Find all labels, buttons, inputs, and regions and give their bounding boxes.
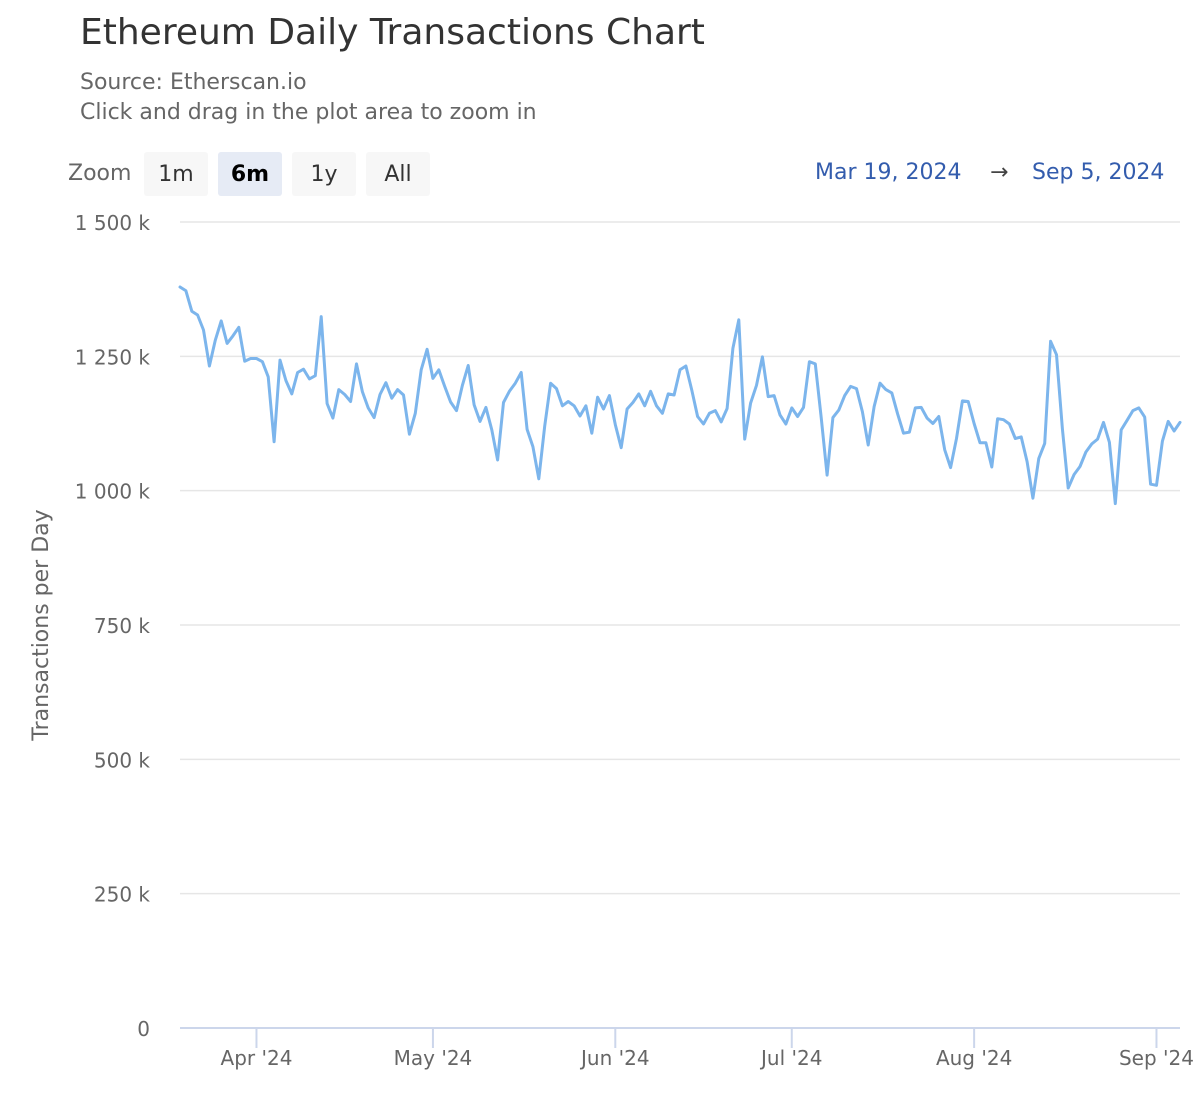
y-tick-label: 500 k <box>94 748 151 772</box>
x-tick-label: Apr '24 <box>221 1046 293 1070</box>
x-tick-label: Jun '24 <box>579 1046 650 1070</box>
y-tick-label: 1 000 k <box>75 480 151 504</box>
x-tick-label: Sep '24 <box>1119 1046 1194 1070</box>
range-to-input[interactable]: Sep 5, 2024 <box>1032 160 1164 185</box>
zoom-label: Zoom <box>68 161 132 186</box>
zoom-1m-button[interactable]: 1m <box>144 152 208 196</box>
x-tick-label: May '24 <box>394 1046 473 1070</box>
y-axis-ticks: 0 250 k 500 k 750 k 1 000 k 1 250 k 1 500 k <box>75 211 151 1041</box>
zoom-1y-button[interactable]: 1y <box>292 152 356 196</box>
zoom-all-button[interactable]: All <box>366 152 430 196</box>
x-axis: Apr '24 May '24 Jun '24 Jul '24 Aug '24 Sep '… <box>180 1027 1194 1070</box>
y-tick-label: 1 250 k <box>75 345 151 369</box>
y-tick-label: 0 <box>137 1017 150 1041</box>
range-from-input[interactable]: Mar 19, 2024 <box>815 160 961 185</box>
range-from-value[interactable]: Mar 19, 2024 <box>815 160 962 185</box>
x-tick-label: Jul '24 <box>759 1046 822 1070</box>
chart-zoom-hint: Click and drag in the plot area to zoom … <box>80 100 537 125</box>
chart-title: Ethereum Daily Transactions Chart <box>80 12 705 53</box>
range-to-value[interactable]: Sep 5, 2024 <box>1032 160 1165 185</box>
range-arrow-icon: → <box>990 160 1009 185</box>
y-tick-label: 1 500 k <box>75 211 151 235</box>
range-arrow: → <box>990 160 1008 185</box>
series-group[interactable] <box>178 285 1182 506</box>
chart-source: Source: Etherscan.io <box>80 70 307 95</box>
series-line-0[interactable] <box>178 285 1182 506</box>
y-tick-label: 250 k <box>94 883 151 907</box>
y-axis-label: Transactions per Day <box>29 509 54 741</box>
y-tick-label: 750 k <box>94 614 151 638</box>
grid-lines <box>180 221 1180 895</box>
x-tick-label: Aug '24 <box>936 1046 1012 1070</box>
zoom-6m-button[interactable]: 6m <box>218 152 282 196</box>
